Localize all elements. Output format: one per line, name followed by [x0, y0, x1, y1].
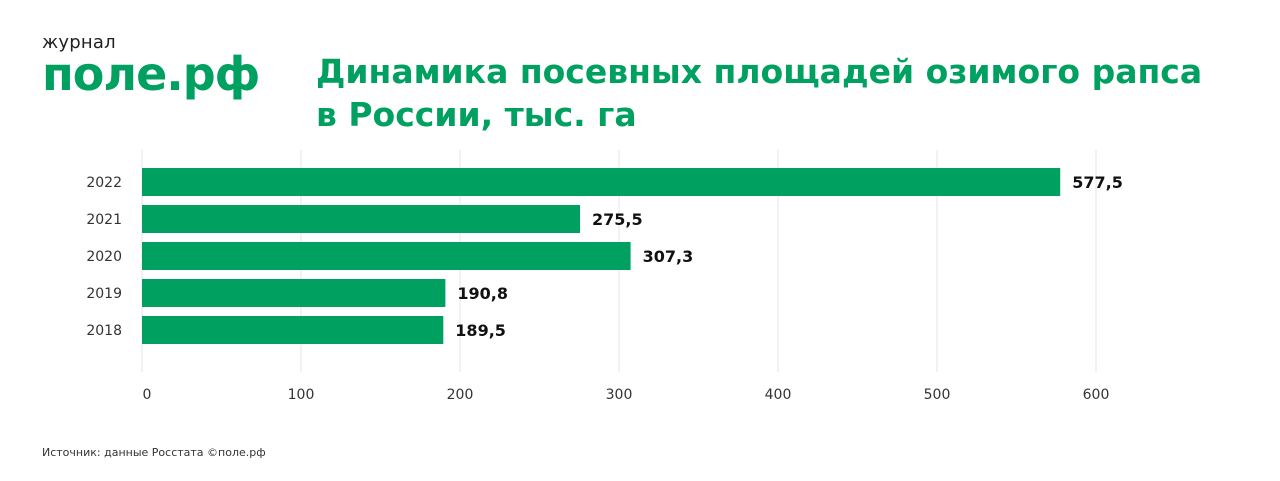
- x-tick-label: 0: [143, 387, 152, 403]
- x-tick-label: 500: [924, 387, 951, 403]
- x-tick-label: 600: [1083, 387, 1110, 403]
- logo: журнал поле.рф: [42, 32, 260, 101]
- bar: [142, 279, 446, 307]
- bar-chart: 0 100 200 300 400 500 600 2022 577,5 2021 275,5 202…: [86, 150, 1123, 403]
- value-label: 307,3: [643, 247, 694, 266]
- source-note: Источник: данные Росстата ©поле.рф: [42, 446, 266, 459]
- x-tick-label: 100: [288, 387, 315, 403]
- value-label: 189,5: [455, 321, 506, 340]
- logo-big-text: поле.рф: [42, 47, 260, 101]
- value-label: 577,5: [1072, 173, 1123, 192]
- chart-title-line1: Динамика посевных площадей озимого рапса: [316, 52, 1203, 91]
- category-label: 2019: [86, 286, 122, 302]
- category-label: 2020: [86, 249, 122, 265]
- value-label: 190,8: [457, 284, 508, 303]
- logo-small-text: журнал: [42, 32, 116, 53]
- category-label: 2022: [86, 175, 122, 191]
- category-label: 2018: [86, 323, 122, 339]
- x-tick-label: 300: [606, 387, 633, 403]
- category-label: 2021: [86, 212, 122, 228]
- bar: [142, 316, 444, 344]
- chart-title: Динамика посевных площадей озимого рапса…: [316, 50, 1216, 136]
- x-tick-label: 400: [765, 387, 792, 403]
- bar: [142, 168, 1061, 196]
- x-tick-label: 200: [447, 387, 474, 403]
- bar: [142, 242, 631, 270]
- bar: [142, 205, 581, 233]
- value-label: 275,5: [592, 210, 643, 229]
- chart-title-line2: в России, тыс. га: [316, 95, 637, 134]
